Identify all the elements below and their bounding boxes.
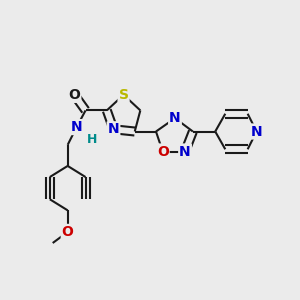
Text: O: O	[62, 225, 74, 239]
Text: N: N	[108, 122, 119, 136]
Text: N: N	[71, 120, 82, 134]
Text: S: S	[118, 88, 129, 102]
Text: O: O	[157, 145, 169, 158]
Text: H: H	[87, 133, 98, 146]
Text: O: O	[68, 88, 80, 102]
Text: N: N	[251, 124, 262, 139]
Text: N: N	[179, 145, 191, 158]
Text: N: N	[169, 111, 181, 125]
